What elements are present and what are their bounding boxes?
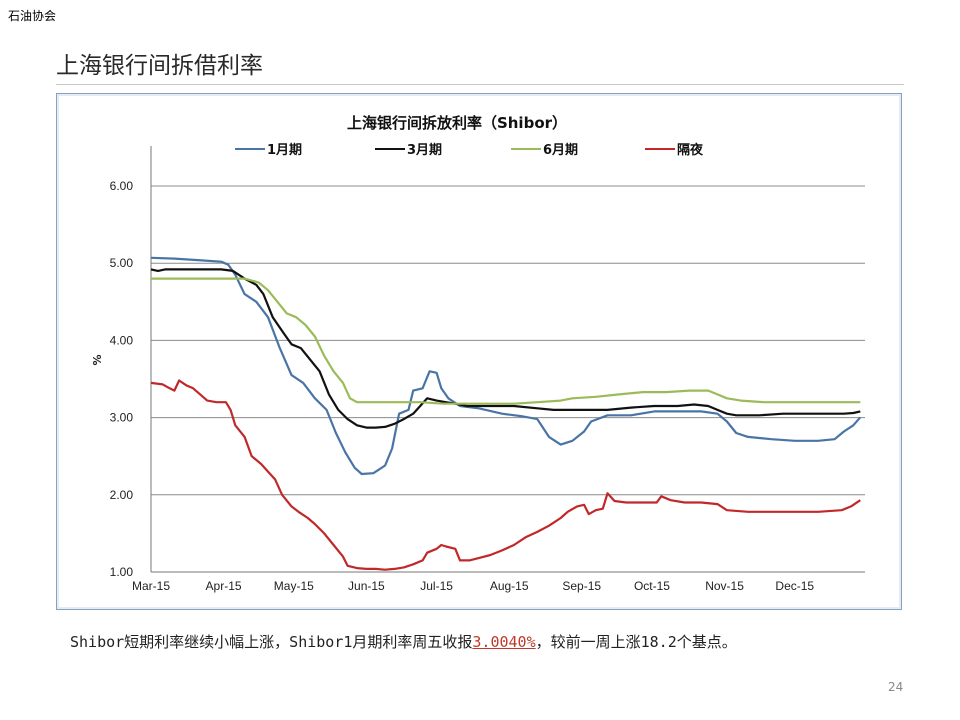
x-tick-label-3: Jun-15	[348, 579, 385, 593]
legend-label-4: 隔夜	[677, 142, 704, 158]
series-line-4	[150, 379, 861, 571]
x-tick-label-5: Aug-15	[490, 579, 529, 593]
series-line-1	[150, 256, 862, 476]
series-line-3	[151, 277, 861, 405]
x-tick-label-6: Sep-15	[562, 579, 601, 593]
y-tick-label-5: 6.00	[110, 179, 134, 193]
chart-frame: 上海银行间拆放利率（Shibor） 1月期 3月期 6月期 隔夜 1.00 2.00 3.00…	[56, 93, 902, 610]
x-tick-label-7: Oct-15	[634, 579, 670, 593]
x-tick-label-8: Nov-15	[705, 579, 744, 593]
x-tick-label-4: Jul-15	[420, 579, 453, 593]
x-tick-label-1: Apr-15	[206, 579, 242, 593]
title-divider	[56, 84, 904, 85]
legend-label-2: 3月期	[407, 143, 442, 158]
series-line-2	[150, 268, 861, 429]
caption-highlight-rate: 3.0040%	[472, 633, 536, 651]
page-number: 24	[888, 680, 904, 694]
caption-text-before: Shibor短期利率继续小幅上涨，Shibor1月期利率周五收报	[70, 633, 473, 651]
x-tick-label-9: Dec-15	[775, 579, 814, 593]
y-tick-label-1: 2.00	[110, 488, 134, 502]
y-tick-label-2: 3.00	[110, 411, 134, 425]
y-tick-label-0: 1.00	[110, 565, 134, 579]
shibor-line-chart: 上海银行间拆放利率（Shibor） 1月期 3月期 6月期 隔夜 1.00 2.00 3.00…	[91, 114, 865, 593]
x-tick-label-2: May-15	[274, 579, 314, 593]
summary-caption: Shibor短期利率继续小幅上涨，Shibor1月期利率周五收报3.0040%，…	[70, 628, 920, 656]
org-label: 石油协会	[8, 9, 57, 23]
caption-text-after: ，较前一周上涨18.2个基点。	[535, 633, 737, 651]
y-tick-label-3: 4.00	[110, 333, 134, 347]
legend-label-3: 6月期	[543, 143, 578, 158]
chart-title: 上海银行间拆放利率（Shibor）	[347, 114, 567, 132]
legend-label-1: 1月期	[267, 143, 302, 158]
y-axis-label: %	[91, 354, 104, 365]
y-tick-label-4: 5.00	[110, 256, 134, 270]
slide-title: 上海银行间拆借利率	[56, 53, 263, 79]
x-tick-label-0: Mar-15	[132, 579, 170, 593]
